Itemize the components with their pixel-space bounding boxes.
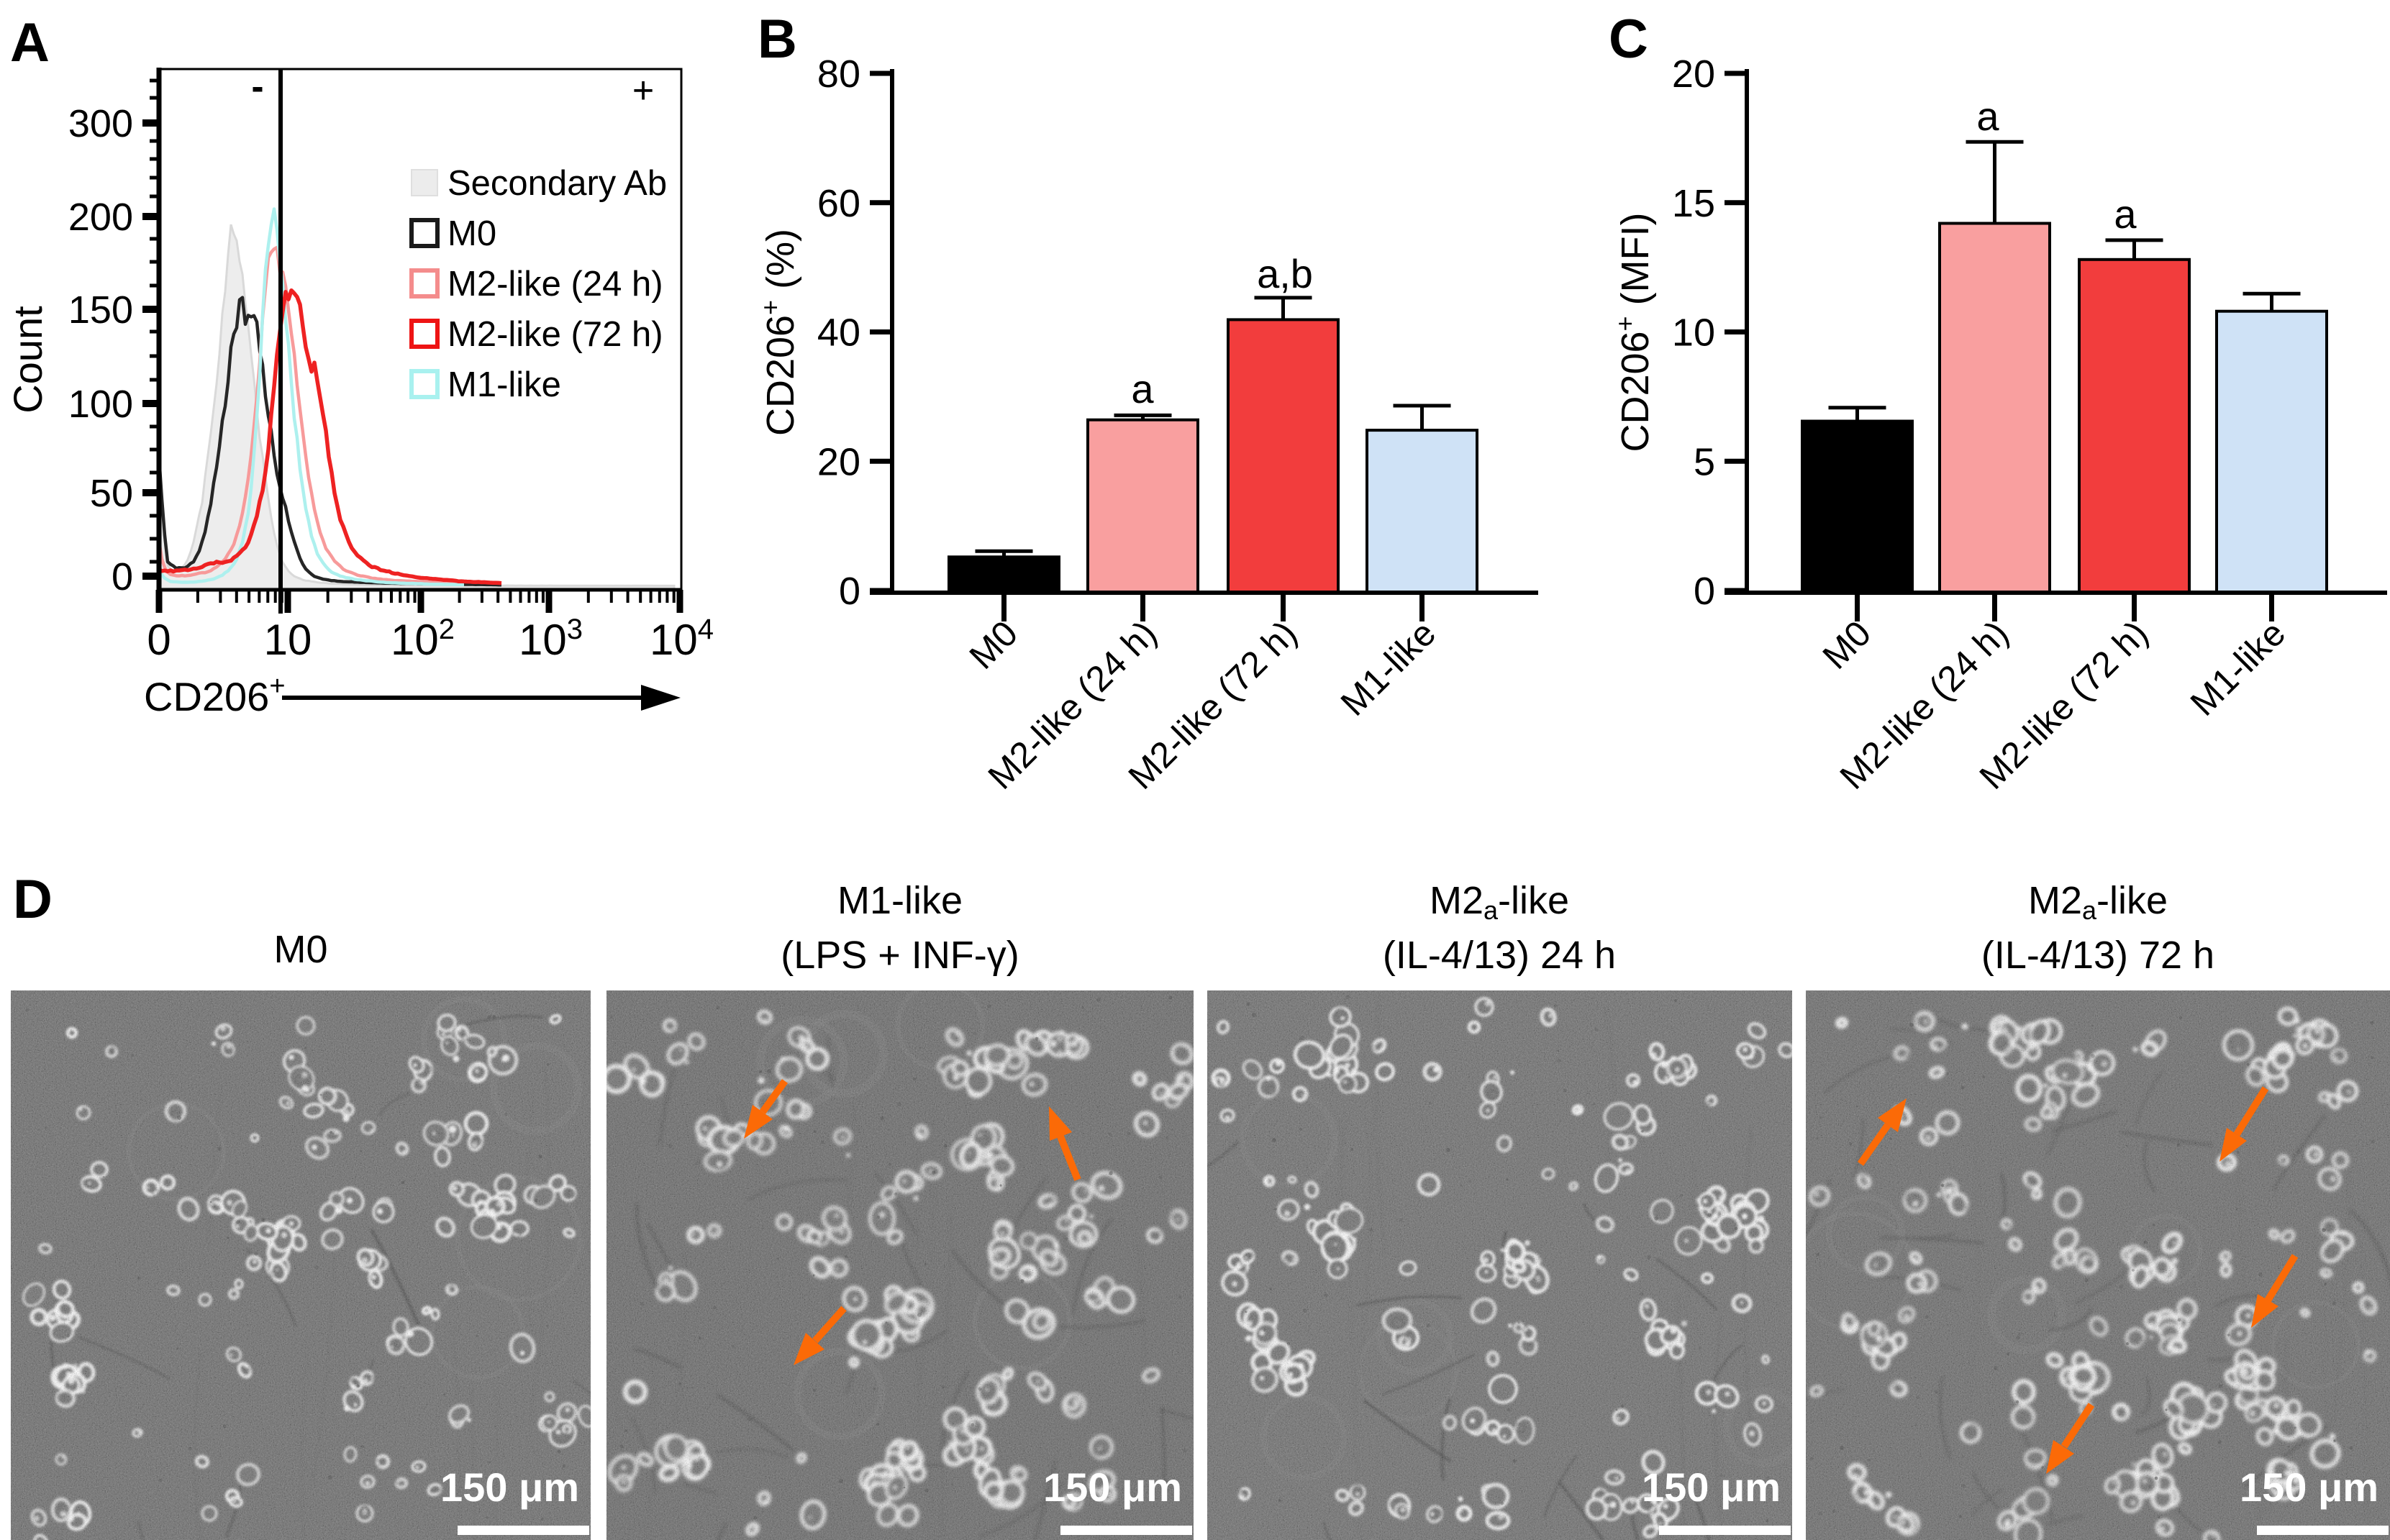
svg-text:M2a-like: M2a-like bbox=[1430, 879, 1569, 925]
svg-text:0: 0 bbox=[147, 616, 171, 664]
svg-text:150 μm: 150 μm bbox=[1043, 1464, 1182, 1510]
svg-text:a: a bbox=[2114, 191, 2137, 237]
svg-text:CD206+ (MFI): CD206+ (MFI) bbox=[1610, 212, 1657, 452]
svg-text:M0: M0 bbox=[962, 613, 1026, 677]
svg-text:300: 300 bbox=[68, 102, 133, 145]
svg-text:M0: M0 bbox=[1815, 613, 1879, 677]
svg-text:Count: Count bbox=[5, 306, 50, 414]
svg-text:M2-like (24 h): M2-like (24 h) bbox=[447, 265, 663, 304]
svg-text:CD206+ (%): CD206+ (%) bbox=[755, 229, 802, 436]
svg-text:80: 80 bbox=[817, 53, 860, 96]
svg-text:20: 20 bbox=[1672, 53, 1715, 96]
svg-text:A: A bbox=[10, 12, 50, 73]
svg-text:B: B bbox=[758, 9, 797, 70]
svg-text:15: 15 bbox=[1672, 182, 1715, 225]
svg-text:(IL-4/13) 72 h: (IL-4/13) 72 h bbox=[1981, 934, 2214, 977]
svg-text:102: 102 bbox=[391, 614, 455, 664]
svg-text:50: 50 bbox=[90, 472, 133, 515]
svg-text:5: 5 bbox=[1694, 440, 1715, 483]
svg-text:+: + bbox=[632, 70, 654, 111]
svg-text:M2-like (72 h): M2-like (72 h) bbox=[447, 315, 663, 354]
svg-text:0: 0 bbox=[112, 555, 133, 598]
svg-text:20: 20 bbox=[817, 440, 860, 483]
svg-text:150 μm: 150 μm bbox=[1642, 1464, 1781, 1510]
svg-text:(LPS + INF-γ): (LPS + INF-γ) bbox=[781, 934, 1019, 977]
svg-text:C: C bbox=[1609, 9, 1648, 70]
svg-text:40: 40 bbox=[817, 311, 860, 355]
svg-text:M1-like: M1-like bbox=[837, 879, 963, 922]
svg-text:M2a-like: M2a-like bbox=[2028, 879, 2168, 925]
svg-text:M0: M0 bbox=[447, 214, 496, 253]
svg-text:10: 10 bbox=[264, 616, 312, 664]
svg-text:CD206+: CD206+ bbox=[144, 671, 286, 719]
svg-text:150 μm: 150 μm bbox=[440, 1464, 579, 1510]
svg-text:a,b: a,b bbox=[1257, 251, 1313, 296]
svg-text:0: 0 bbox=[839, 570, 860, 613]
svg-text:104: 104 bbox=[650, 614, 714, 664]
svg-text:a: a bbox=[1131, 366, 1154, 411]
svg-text:150 μm: 150 μm bbox=[2240, 1464, 2378, 1510]
svg-text:150: 150 bbox=[68, 288, 133, 332]
svg-text:100: 100 bbox=[68, 383, 133, 426]
svg-text:M1-like: M1-like bbox=[1333, 613, 1444, 724]
svg-text:10: 10 bbox=[1672, 311, 1715, 355]
svg-text:M1-like: M1-like bbox=[2183, 613, 2294, 724]
svg-text:D: D bbox=[13, 869, 53, 930]
svg-text:(IL-4/13) 24 h: (IL-4/13) 24 h bbox=[1383, 934, 1616, 977]
svg-text:200: 200 bbox=[68, 196, 133, 239]
svg-text:0: 0 bbox=[1694, 570, 1715, 613]
svg-text:Secondary Ab: Secondary Ab bbox=[447, 164, 667, 203]
svg-text:M1-like: M1-like bbox=[447, 365, 561, 404]
svg-text:a: a bbox=[1976, 94, 1999, 139]
svg-text:103: 103 bbox=[519, 614, 583, 664]
svg-text:M0: M0 bbox=[273, 928, 327, 971]
svg-text:60: 60 bbox=[817, 182, 860, 225]
